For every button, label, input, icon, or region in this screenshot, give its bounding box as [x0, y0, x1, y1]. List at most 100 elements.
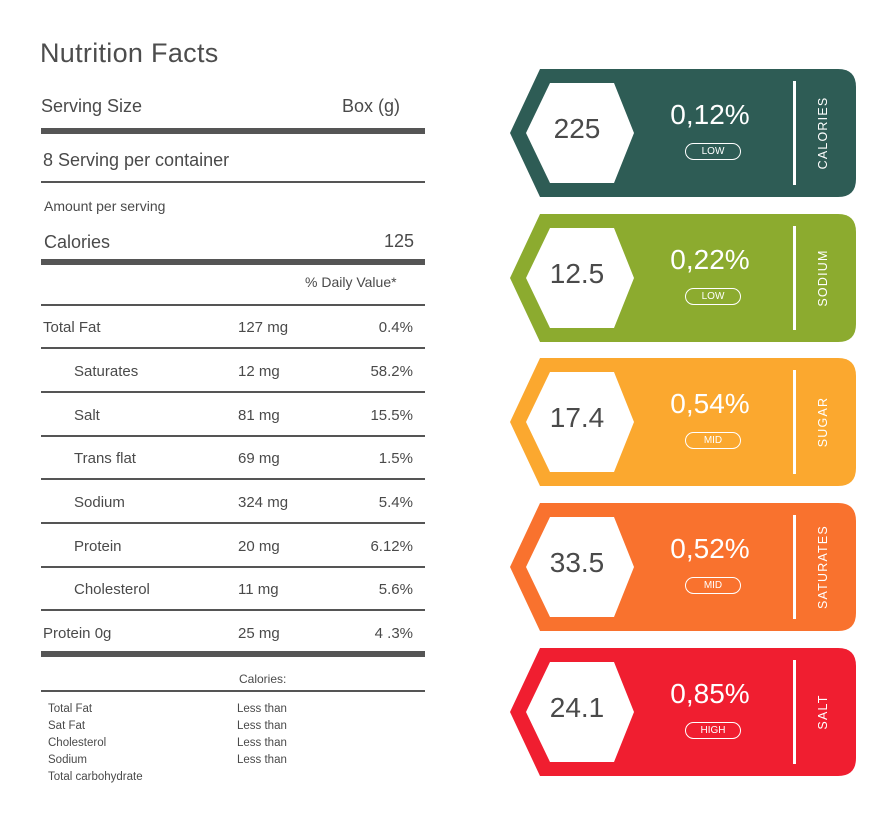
- nutrient-name: Trans flat: [74, 450, 136, 467]
- card-label-text: SUGAR: [816, 396, 830, 448]
- card-label: CALORIES: [810, 81, 836, 185]
- card-percent: 0,54%: [670, 388, 750, 419]
- card-label-text: SODIUM: [816, 249, 830, 307]
- footer-item: Sat Fat: [48, 720, 86, 732]
- salt-card: 24.1 0,85% HIGH SALT: [510, 648, 856, 776]
- level-badge: MID: [685, 432, 741, 449]
- level-badge: HIGH: [685, 722, 741, 739]
- hexagon-badge: [526, 228, 634, 328]
- nutrient-name: Salt: [74, 407, 100, 424]
- nutrient-amount: 20 mg: [238, 538, 280, 555]
- card-percent: 0,52%: [670, 533, 750, 564]
- hexagon-badge: [526, 517, 634, 617]
- card-separator: [793, 370, 796, 474]
- footer-value: Less than: [237, 737, 287, 749]
- card-label: SATURATES: [810, 515, 836, 619]
- nutrient-percent: 1.5%: [378, 450, 413, 467]
- table-row: Sodium 324 mg 5.4%: [0, 494, 430, 514]
- divider: [41, 304, 425, 306]
- nutrient-percent: 5.4%: [378, 494, 413, 511]
- divider: [41, 435, 425, 437]
- page-title: Nutrition Facts: [40, 38, 219, 68]
- divider: [41, 690, 425, 692]
- table-row: Protein 20 mg 6.12%: [0, 538, 430, 558]
- card-background: [510, 503, 856, 631]
- nutrient-amount: 25 mg: [238, 625, 280, 642]
- card-percent: 0,85%: [670, 678, 750, 709]
- nutrient-name: Protein 0g: [43, 625, 112, 642]
- card-background: [510, 214, 856, 342]
- serving-size-label: Serving Size: [41, 96, 143, 116]
- nutrient-percent: 58.2%: [370, 363, 413, 380]
- table-row: Cholesterol 11 mg 5.6%: [0, 581, 430, 601]
- nutrient-name: Saturates: [74, 363, 139, 380]
- card-value: 24.1: [549, 692, 605, 723]
- sodium-card: 12.5 0,22% LOW SODIUM: [510, 214, 856, 342]
- nutrient-percent: 6.12%: [370, 538, 413, 555]
- calories-card: 225 0,12% LOW CALORIES: [510, 69, 856, 197]
- divider-thick: [41, 128, 425, 134]
- servings-per-container: 8 Serving per container: [43, 150, 230, 170]
- nutrient-amount: 324 mg: [238, 494, 289, 511]
- daily-value-header: % Daily Value*: [305, 274, 397, 290]
- level-badge: LOW: [685, 288, 741, 305]
- card-background: [510, 648, 856, 776]
- serving-size-value: Box (g): [342, 96, 401, 116]
- card-label: SALT: [810, 660, 836, 764]
- saturates-card: 33.5 0,52% MID SATURATES: [510, 503, 856, 631]
- card-value: 33.5: [549, 547, 605, 578]
- level-badge: MID: [685, 577, 741, 594]
- nutrient-amount: 12 mg: [238, 363, 280, 380]
- table-row: Protein 0g 25 mg 4 .3%: [0, 625, 430, 645]
- hexagon-badge: [526, 83, 634, 183]
- footer-item: Sodium: [48, 754, 87, 766]
- card-separator: [793, 226, 796, 330]
- card-background: [510, 358, 856, 486]
- nutrient-amount: 81 mg: [238, 407, 280, 424]
- card-label-text: CALORIES: [816, 96, 830, 170]
- nutrient-percent: 5.6%: [378, 581, 413, 598]
- footer-value: Less than: [237, 754, 287, 766]
- divider: [41, 347, 425, 349]
- table-row: Salt 81 mg 15.5%: [0, 407, 430, 427]
- divider: [41, 391, 425, 393]
- calories-label: Calories: [44, 232, 111, 252]
- hexagon-badge: [526, 662, 634, 762]
- calories-value: 125: [384, 231, 415, 251]
- nutrient-percent: 4 .3%: [374, 625, 413, 642]
- footer-item: Total carbohydrate: [48, 771, 143, 783]
- card-separator: [793, 660, 796, 764]
- nutrient-name: Total Fat: [43, 319, 101, 336]
- table-row: Total Fat 127 mg 0.4%: [0, 319, 430, 339]
- card-label-text: SALT: [816, 694, 830, 730]
- nutrient-name: Protein: [74, 538, 122, 555]
- card-background: [510, 69, 856, 197]
- divider: [41, 181, 425, 183]
- card-percent: 0,12%: [670, 99, 750, 130]
- card-value: 225: [553, 113, 601, 144]
- divider: [41, 609, 425, 611]
- nutrient-name: Sodium: [74, 494, 125, 511]
- footer-item: Total Fat: [48, 703, 93, 715]
- footer-value: Less than: [237, 703, 287, 715]
- nutrient-amount: 69 mg: [238, 450, 280, 467]
- card-value: 12.5: [549, 258, 605, 289]
- amount-per-serving: Amount per serving: [44, 198, 166, 214]
- table-row: Saturates 12 mg 58.2%: [0, 363, 430, 383]
- nutrient-name: Cholesterol: [74, 581, 150, 598]
- card-separator: [793, 81, 796, 185]
- table-row: Trans flat 69 mg 1.5%: [0, 450, 430, 470]
- card-label: SUGAR: [810, 370, 836, 474]
- card-percent: 0,22%: [670, 244, 750, 275]
- nutrient-percent: 15.5%: [370, 407, 413, 424]
- divider-thick: [41, 259, 425, 265]
- sugar-card: 17.4 0,54% MID SUGAR: [510, 358, 856, 486]
- nutrient-amount: 127 mg: [238, 319, 289, 336]
- divider: [41, 522, 425, 524]
- divider: [41, 478, 425, 480]
- card-separator: [793, 515, 796, 619]
- footer-value: Less than: [237, 720, 287, 732]
- card-label: SODIUM: [810, 226, 836, 330]
- nutrient-percent: 0.4%: [378, 319, 413, 336]
- hexagon-badge: [526, 372, 634, 472]
